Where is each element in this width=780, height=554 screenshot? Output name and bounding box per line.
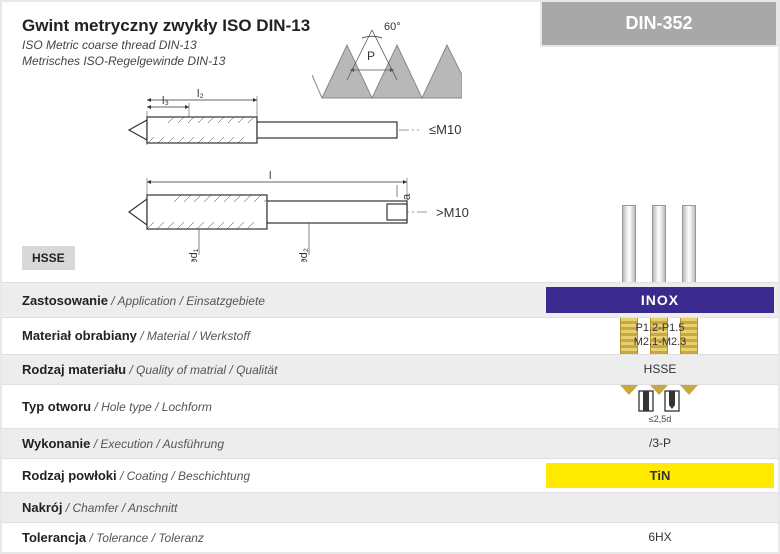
spec-row-hole-type: Typ otworu / Hole type / Lochform ≤2,5d (2, 384, 778, 428)
spec-value (542, 492, 778, 522)
spec-row-material: Materiał obrabiany / Material / Werkstof… (2, 318, 778, 355)
spec-row-application: Zastosowanie / Application / Einsatzgebi… (2, 283, 778, 318)
thread-angle-label: 60° (384, 21, 401, 33)
spec-value: P1.2-P1.5 M2.1-M2.3 (542, 318, 778, 355)
datasheet-container: Gwint metryczny zwykły ISO DIN-13 ISO Me… (0, 0, 780, 554)
svg-text:⌀d₂: ⌀d₂ (298, 248, 310, 262)
spec-row-tolerance: Tolerancja / Tolerance / Toleranz 6HX (2, 522, 778, 552)
spec-label: Zastosowanie (22, 293, 108, 308)
spec-row-quality: Rodzaj materiału / Quality of matrial / … (2, 354, 778, 384)
din-badge: DIN-352 (540, 2, 778, 47)
spec-value: ≤2,5d (542, 384, 778, 428)
thread-pitch-label: P (367, 49, 375, 63)
spec-label: Typ otworu (22, 399, 91, 414)
spec-table: Zastosowanie / Application / Einsatzgebi… (2, 282, 778, 552)
svg-text:>M10: >M10 (436, 205, 469, 220)
spec-label: Materiał obrabiany (22, 328, 137, 343)
spec-label: Nakrój (22, 500, 62, 515)
spec-value: 6HX (542, 522, 778, 552)
svg-text:a: a (401, 193, 413, 200)
svg-text:l: l (269, 170, 271, 182)
spec-label: Wykonanie (22, 436, 90, 451)
tin-badge: TiN (546, 463, 774, 488)
spec-row-chamfer: Nakrój / Chamfer / Anschnitt (2, 492, 778, 522)
spec-label: Tolerancja (22, 530, 86, 545)
svg-text:l₃: l₃ (162, 95, 169, 107)
spec-row-execution: Wykonanie / Execution / Ausführung /3-P (2, 428, 778, 458)
technical-drawings: ≤M10 l₃ l₂ (119, 87, 509, 262)
spec-row-coating: Rodzaj powłoki / Coating / Beschichtung … (2, 458, 778, 492)
svg-text:l₂: l₂ (197, 88, 204, 100)
thread-angle-diagram: 60° P (312, 20, 462, 105)
spec-value: /3-P (542, 428, 778, 458)
spec-label: Rodzaj powłoki (22, 468, 117, 483)
spec-value: HSSE (542, 354, 778, 384)
hole-type-icon (635, 389, 685, 413)
inox-badge: INOX (546, 287, 774, 313)
spec-label: Rodzaj materiału (22, 362, 126, 377)
hsse-badge: HSSE (22, 246, 75, 270)
svg-text:≤M10: ≤M10 (429, 122, 461, 137)
svg-text:⌀d₁: ⌀d₁ (188, 248, 200, 262)
